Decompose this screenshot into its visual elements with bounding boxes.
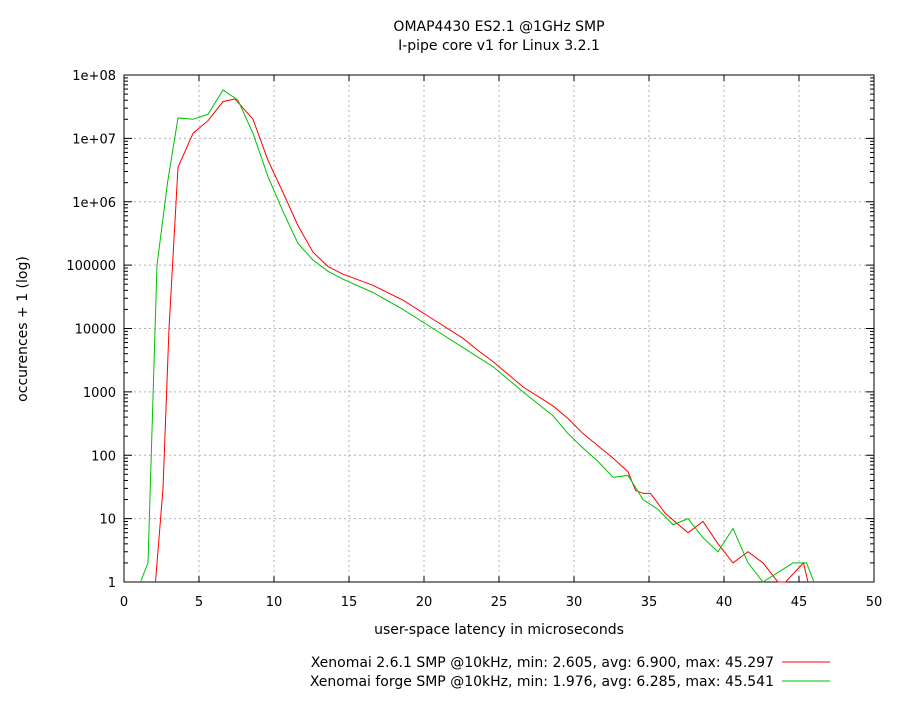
chart-subtitle: I-pipe core v1 for Linux 3.2.1	[398, 38, 600, 54]
y-tick-label: 1e+08	[72, 69, 116, 84]
x-tick-label: 15	[341, 595, 358, 610]
y-tick-label: 1e+06	[72, 196, 116, 211]
series-line-xenomai-2-6-1	[155, 98, 809, 583]
legend-label-xenomai-2-6-1: Xenomai 2.6.1 SMP @10kHz, min: 2.605, av…	[311, 655, 774, 671]
legend-label-xenomai-forge: Xenomai forge SMP @10kHz, min: 1.976, av…	[310, 674, 774, 690]
legend: Xenomai 2.6.1 SMP @10kHz, min: 2.605, av…	[310, 655, 830, 690]
x-tick-label: 35	[641, 595, 658, 610]
x-tick-label: 20	[416, 595, 433, 610]
x-axis-label: user-space latency in microseconds	[374, 622, 624, 638]
y-tick-label: 1e+07	[72, 132, 116, 147]
grid-layer	[124, 75, 874, 582]
x-tick-label: 50	[866, 595, 883, 610]
x-tick-label: 45	[791, 595, 808, 610]
series-layer	[140, 89, 815, 583]
y-tick-label: 100000	[66, 259, 116, 274]
y-tick-label: 1	[108, 576, 116, 591]
x-tick-label: 0	[120, 595, 128, 610]
x-tick-label: 10	[266, 595, 283, 610]
tick-layer: 0 5 10 15 20 25 30 35 40 45 50 1 10 100 1000 10000 10000…	[66, 69, 882, 610]
y-tick-label: 1000	[83, 386, 116, 401]
x-tick-label: 5	[195, 595, 203, 610]
y-axis-label: occurences + 1 (log)	[15, 256, 31, 402]
x-tick-label: 30	[566, 595, 583, 610]
x-tick-label: 25	[491, 595, 508, 610]
series-line-xenomai-forge	[140, 89, 815, 583]
x-tick-label: 40	[716, 595, 733, 610]
chart-title: OMAP4430 ES2.1 @1GHz SMP	[393, 19, 604, 35]
y-tick-label: 10000	[75, 323, 116, 338]
y-tick-label: 100	[91, 449, 116, 464]
y-tick-label: 10	[99, 513, 116, 528]
